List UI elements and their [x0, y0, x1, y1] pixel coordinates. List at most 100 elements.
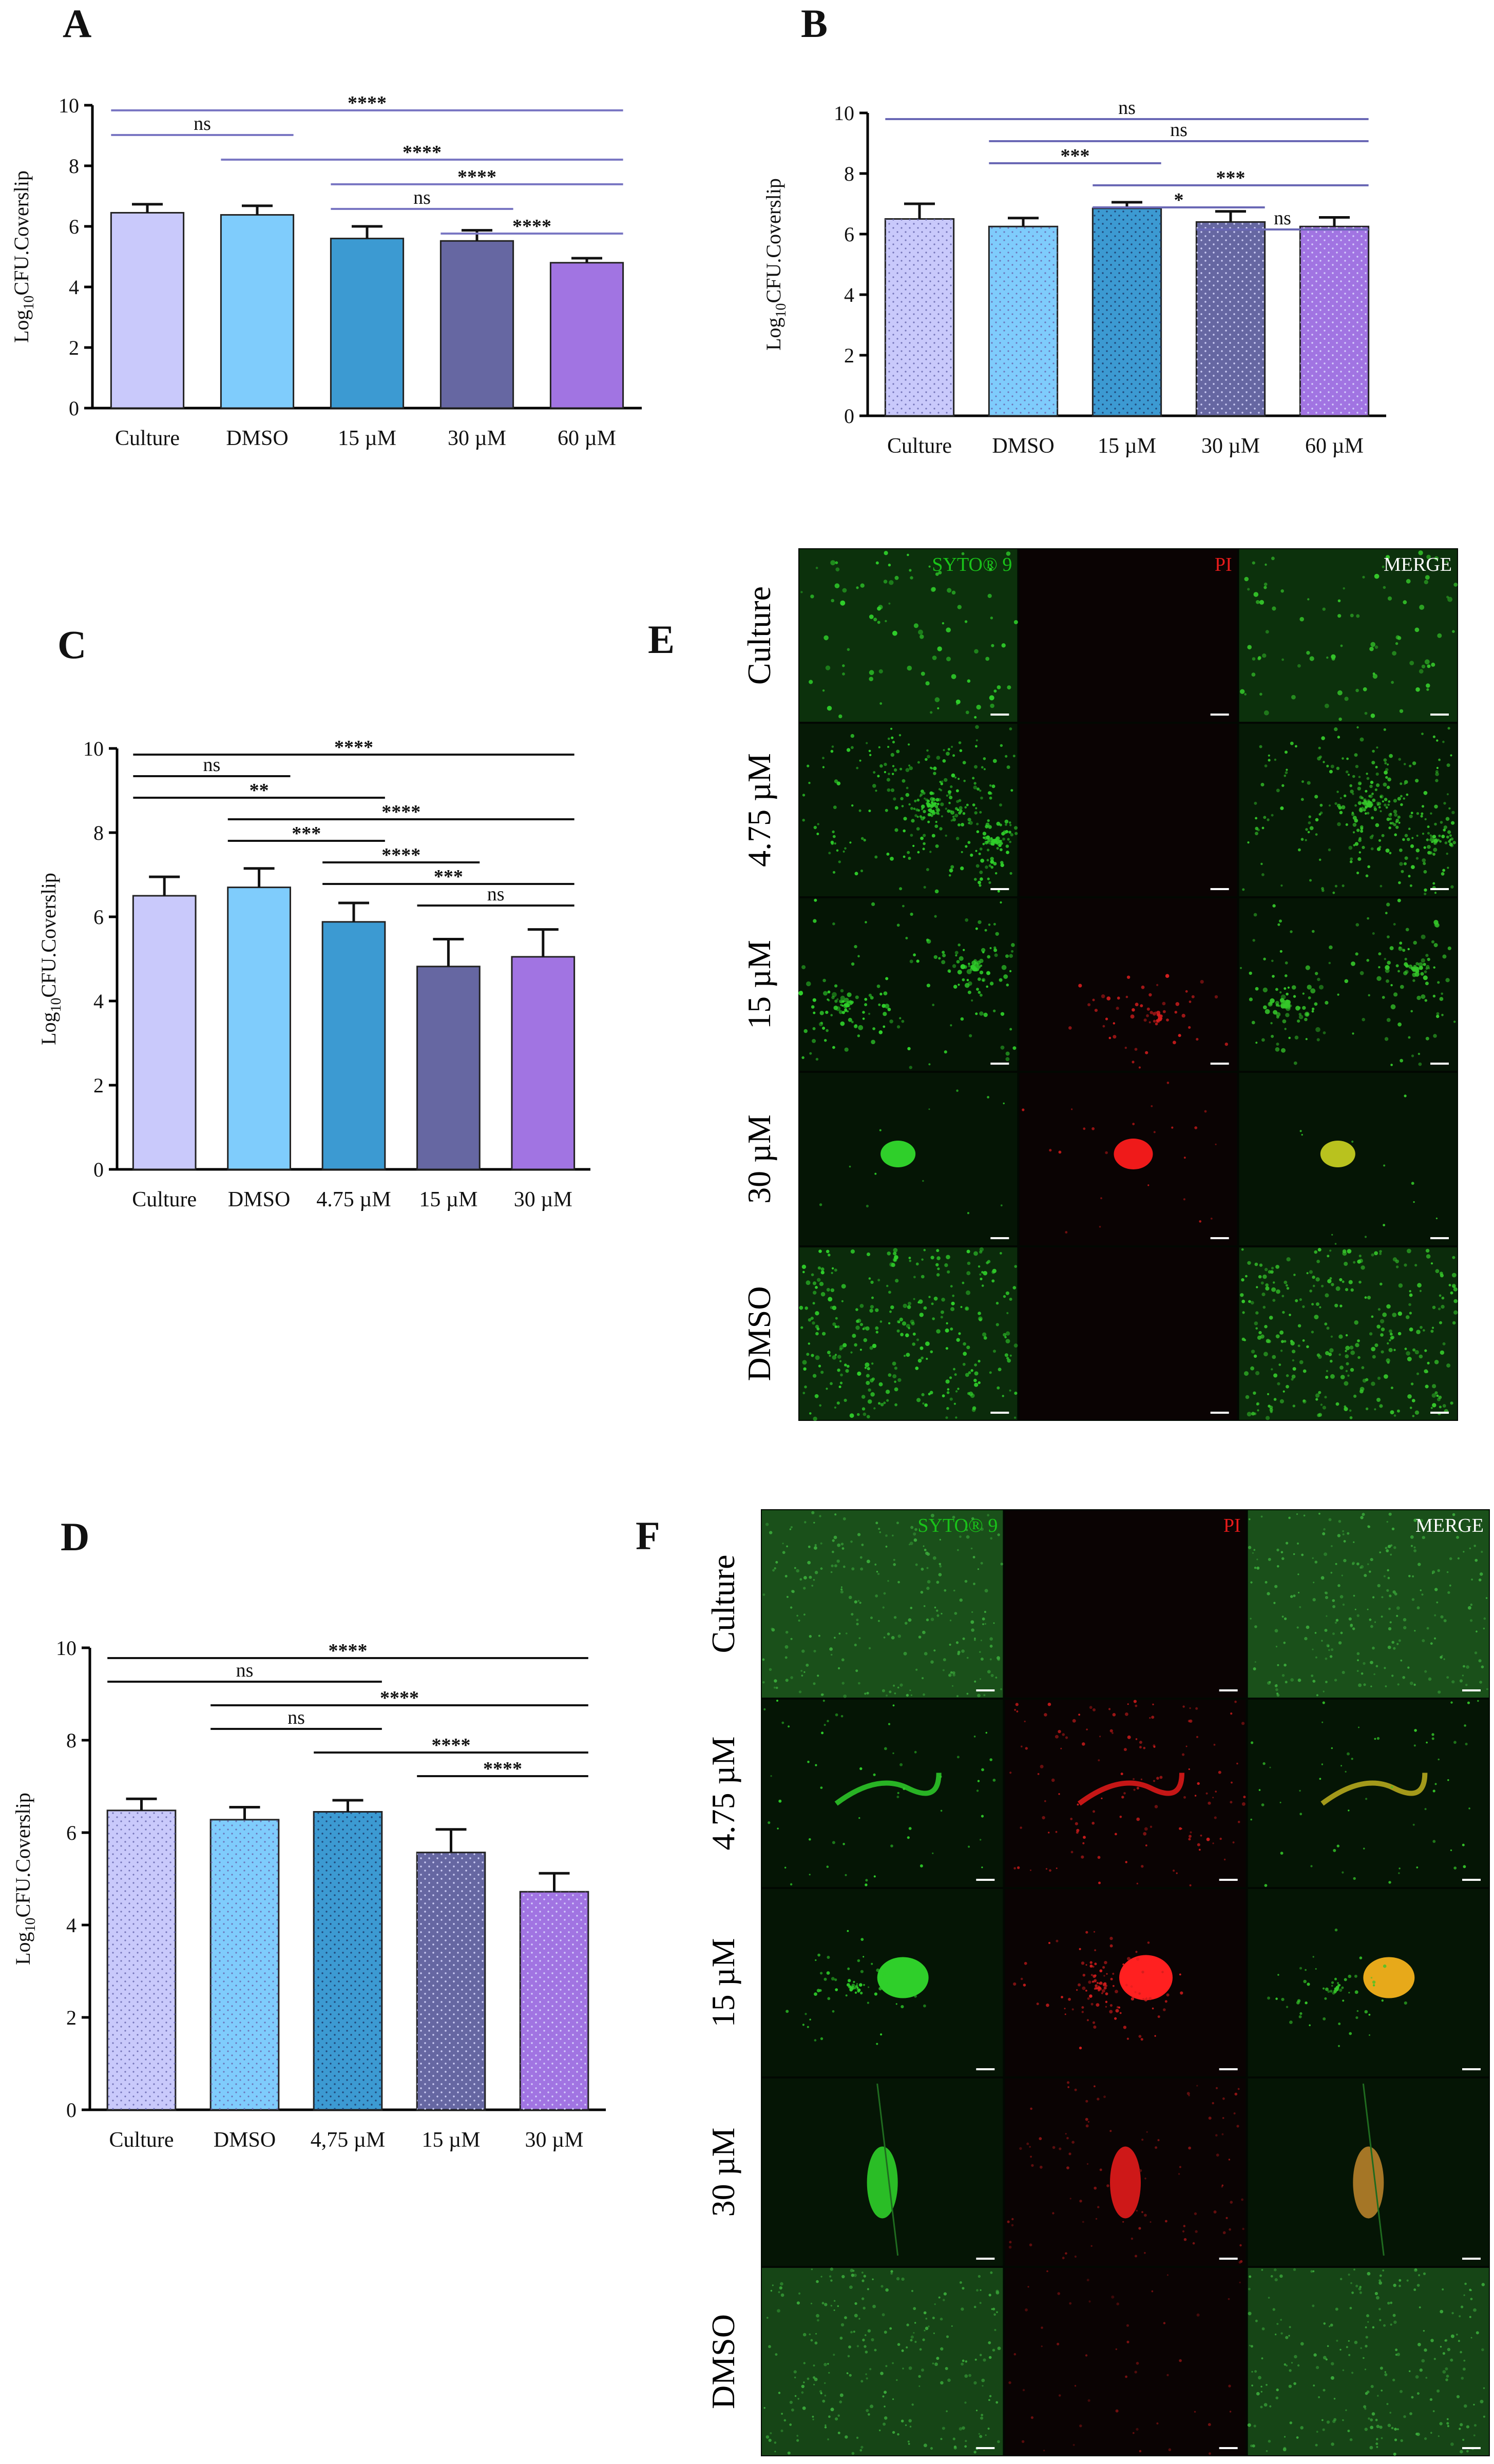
bacteria-dot: [955, 699, 961, 704]
bacteria-dot: [940, 782, 944, 785]
bacteria-dot: [781, 1721, 784, 1724]
bacteria-dot: [948, 790, 952, 794]
bacteria-dot: [796, 2439, 799, 2442]
bacteria-dot: [1306, 651, 1310, 655]
bacteria-dot: [1448, 1284, 1451, 1286]
bacteria-dot: [1277, 1565, 1279, 1568]
bacteria-dot: [936, 1581, 940, 1584]
bacteria-dot: [833, 805, 837, 810]
pi-dot: [1241, 1802, 1246, 1806]
bacteria-dot: [1436, 1014, 1440, 1018]
bacteria-dot: [878, 1528, 880, 1530]
bacteria-dot: [1371, 816, 1374, 820]
bacteria-dot: [1397, 970, 1400, 973]
bacteria-dot: [917, 851, 920, 854]
bacteria-dot: [894, 1366, 897, 1370]
bacteria-dot: [833, 1006, 838, 1010]
bacteria-dot: [848, 2345, 851, 2348]
scale-bar: [1219, 2447, 1238, 2449]
bacteria-dot: [1378, 2279, 1382, 2282]
micrograph-tile: [1005, 2078, 1246, 2266]
pi-dot: [1156, 1011, 1161, 1015]
bacteria-dot: [803, 1671, 806, 1673]
bacteria-dot: [884, 2331, 887, 2334]
bacteria-dot: [991, 644, 994, 647]
bacteria-dot: [1328, 1649, 1330, 1651]
bacteria-dot: [1342, 2369, 1345, 2372]
green-haze: [762, 1510, 1003, 1698]
bacteria-dot: [809, 2018, 811, 2020]
bacteria-dot: [1339, 1365, 1344, 1370]
bacteria-dot: [1302, 1339, 1305, 1342]
bacteria-dot: [820, 1786, 823, 1789]
bacteria-dot: [1009, 1354, 1012, 1357]
pi-dot: [1182, 1753, 1185, 1756]
pi-dot: [1154, 1805, 1158, 1808]
bacteria-dot: [1384, 1667, 1386, 1669]
bacteria-dot: [1358, 1280, 1362, 1284]
bacteria-dot: [1281, 1615, 1284, 1618]
pi-dot: [1082, 1742, 1085, 1746]
bacteria-dot: [841, 1547, 845, 1550]
bacteria-dot: [1342, 757, 1344, 760]
pi-dot: [1155, 1011, 1157, 1014]
bacteria-dot: [1419, 1289, 1422, 1292]
pi-dot: [1020, 1977, 1023, 1980]
bacteria-dot: [995, 2401, 999, 2404]
bacteria-dot: [1304, 1011, 1310, 1017]
bacteria-dot: [873, 1407, 876, 1410]
bacteria-dot: [1466, 2425, 1469, 2429]
bacteria-dot: [1400, 2439, 1403, 2442]
pi-dot: [1016, 1710, 1019, 1712]
pi-dot: [1131, 1997, 1135, 2001]
green-haze: [1248, 1510, 1489, 1698]
bacteria-dot: [805, 2013, 807, 2015]
bacteria-dot: [889, 2327, 892, 2330]
pi-dot: [1152, 2007, 1154, 2010]
bacteria-dot: [1298, 1591, 1300, 1594]
bacteria-dot: [1367, 1296, 1371, 1300]
bacteria-dot: [918, 629, 923, 635]
bacteria-dot: [857, 1034, 860, 1037]
bacteria-dot: [980, 993, 983, 997]
bacteria-dot: [921, 1356, 924, 1360]
bacteria-dot: [856, 1983, 858, 1985]
pi-dot: [1127, 1703, 1129, 1705]
bacteria-dot: [800, 591, 803, 593]
scale-bar: [976, 2258, 995, 2260]
bar: [549, 262, 624, 409]
bacteria-dot: [967, 679, 971, 683]
bacteria-dot: [1281, 1295, 1285, 1298]
bacteria-dot: [1393, 923, 1396, 926]
bacteria-dot: [859, 1323, 864, 1326]
bacteria-dot: [1439, 1294, 1442, 1297]
bacteria-dot: [1281, 1997, 1285, 2001]
bacteria-dot: [826, 1971, 830, 1975]
pi-dot: [1021, 2440, 1025, 2443]
pi-dot: [1133, 1778, 1135, 1780]
pi-dot: [1044, 1713, 1047, 1717]
bacteria-dot: [1013, 826, 1018, 830]
bacteria-dot: [1292, 1350, 1296, 1354]
y-tick-label: 10: [59, 94, 79, 117]
bacteria-dot: [835, 1713, 838, 1717]
pi-dot: [1136, 2428, 1139, 2431]
micrograph-tile: [1019, 724, 1237, 896]
bacteria-dot: [1241, 1248, 1244, 1251]
bacteria-dot: [925, 798, 928, 802]
bacteria-dot: [1371, 1315, 1374, 1318]
bacteria-dot: [1315, 1277, 1320, 1282]
bacteria-dot: [988, 825, 992, 829]
bacteria-dot: [1309, 2024, 1311, 2027]
bacteria-dot: [1476, 1630, 1478, 1632]
pi-dot: [1057, 2342, 1060, 2345]
cell-aggregate: [867, 2146, 898, 2219]
bacteria-dot: [794, 2376, 796, 2379]
bacteria-dot: [1424, 818, 1427, 820]
bacteria-dot: [1393, 1414, 1396, 1417]
bacteria-dot: [1367, 802, 1371, 806]
bacteria-dot: [1376, 783, 1380, 787]
bacteria-dot: [1389, 1333, 1393, 1336]
bacteria-dot: [964, 2445, 967, 2448]
y-tick-label: 4: [69, 276, 79, 299]
